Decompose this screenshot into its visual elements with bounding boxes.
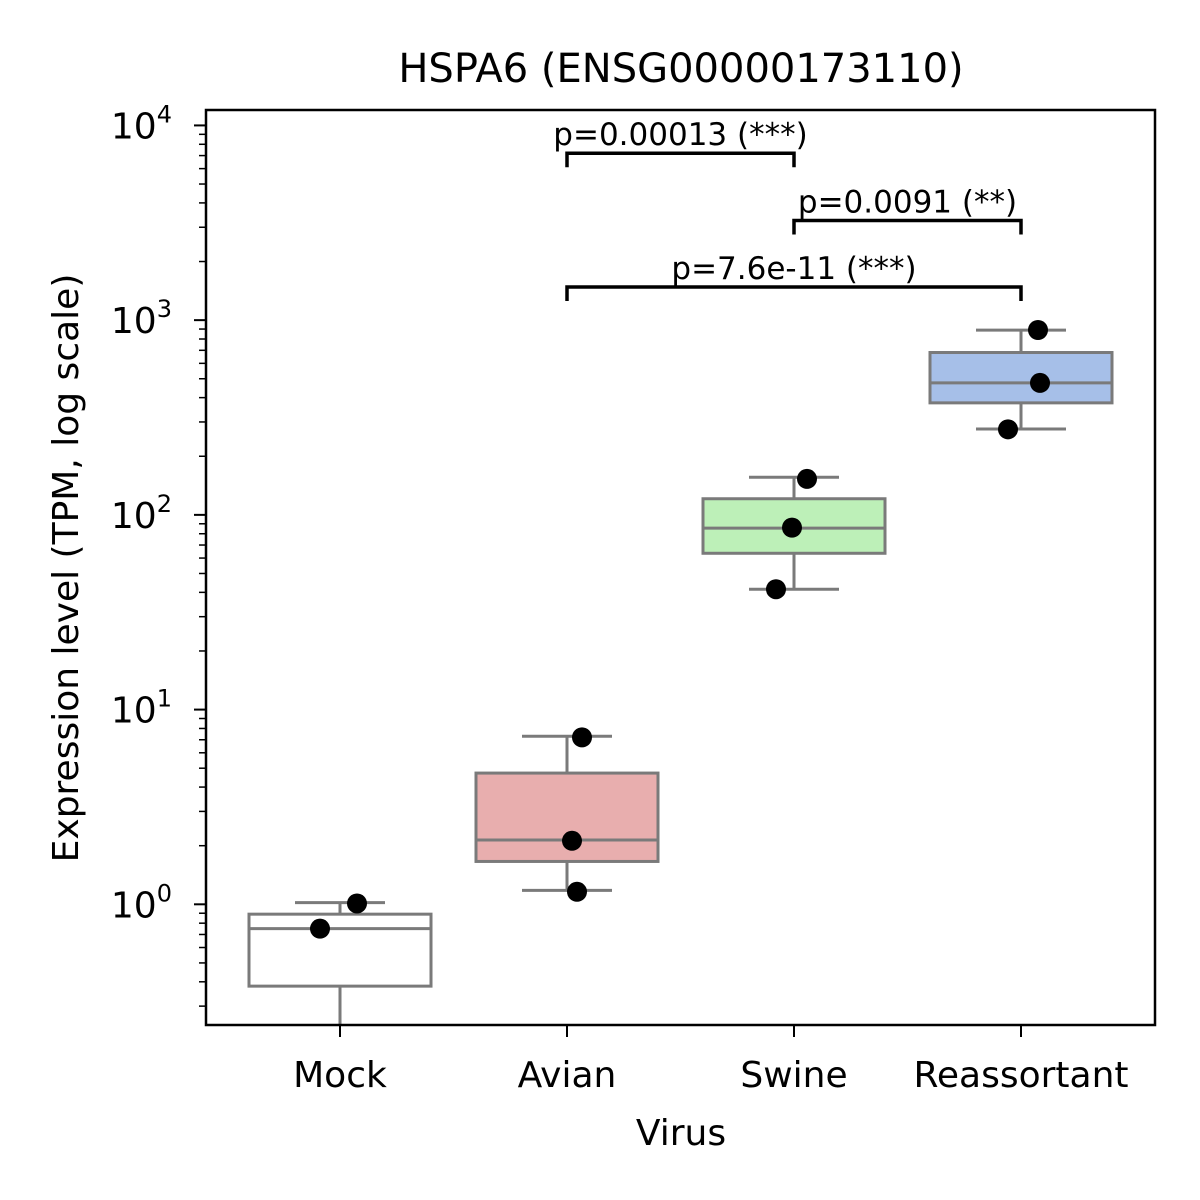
- y-tick-label: 104: [111, 100, 172, 147]
- significance-bracket: [565, 151, 796, 168]
- y-tick-label: 102: [111, 490, 172, 537]
- box-group: [928, 319, 1114, 440]
- data-point: [1030, 372, 1050, 393]
- data-point: [567, 881, 587, 902]
- y-tick-label: 100: [111, 879, 172, 926]
- chart-title: HSPA6 (ENSG00000173110): [398, 46, 963, 92]
- significance-label: p=0.0091 (**): [798, 184, 1017, 220]
- data-point: [998, 419, 1018, 440]
- data-point: [1028, 319, 1048, 340]
- y-axis: 100 101 102 103 104: [111, 100, 206, 1007]
- box-group: [474, 727, 660, 902]
- plot-frame: [204, 108, 1157, 1027]
- data-point: [340, 1030, 360, 1050]
- x-axis-label: Virus: [636, 1113, 726, 1154]
- significance-label: p=7.6e-11 (***): [671, 251, 916, 287]
- x-tick-label: Avian: [518, 1055, 617, 1096]
- data-point: [347, 893, 367, 914]
- box: [247, 912, 433, 988]
- x-tick-label: Swine: [740, 1055, 847, 1096]
- data-point: [310, 918, 330, 939]
- box-group: [701, 468, 887, 600]
- y-tick-label: 103: [111, 295, 172, 342]
- data-point: [782, 517, 802, 538]
- x-tick-label: Reassortant: [913, 1055, 1128, 1096]
- y-axis-label: Expression level (TPM, log scale): [46, 274, 87, 863]
- box-group: [247, 893, 433, 1050]
- data-point: [797, 468, 817, 489]
- data-point: [562, 830, 582, 851]
- y-tick-label: 101: [111, 685, 172, 732]
- significance-annotations: p=0.00013 (***) p=0.0091 (**) p=7.6e-11 (*…: [553, 117, 1023, 301]
- data-point: [766, 579, 786, 600]
- significance-bracket: [565, 285, 1023, 301]
- x-tick-label: Mock: [293, 1055, 387, 1096]
- box: [928, 351, 1114, 405]
- significance-bracket: [792, 218, 1023, 235]
- plot-area: [247, 319, 1114, 1050]
- significance-label: p=0.00013 (***): [553, 117, 807, 153]
- data-point: [572, 727, 592, 748]
- x-axis: Mock Avian Swine Reassortant: [293, 1025, 1129, 1096]
